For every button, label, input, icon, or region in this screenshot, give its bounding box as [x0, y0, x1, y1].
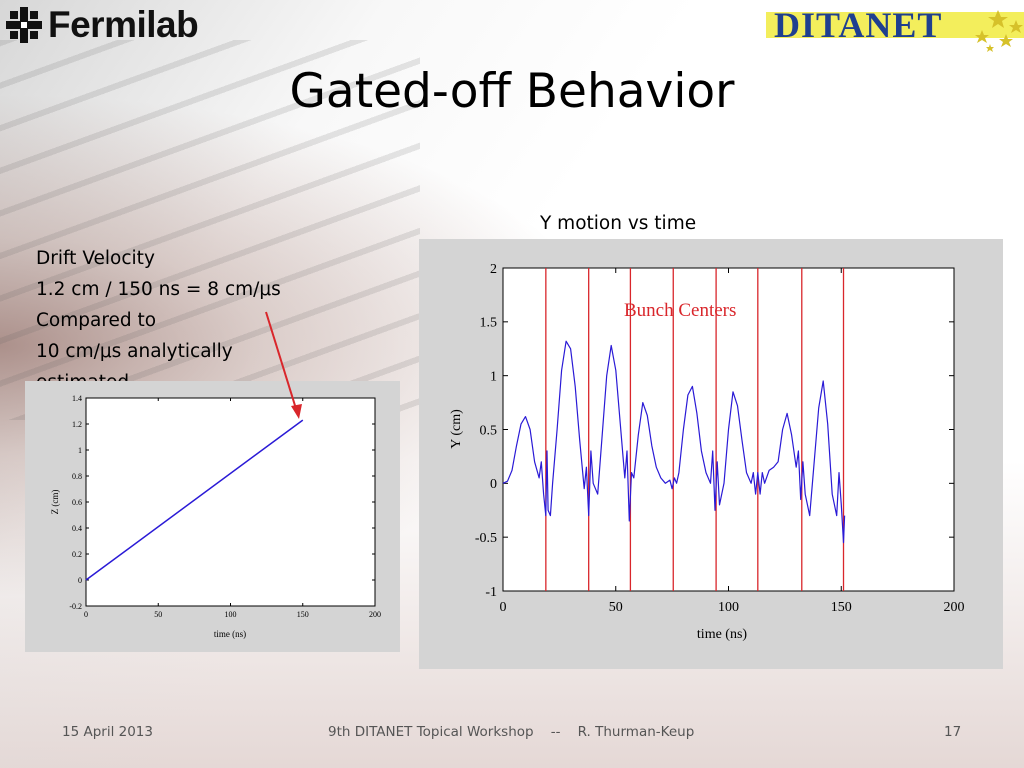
y-tick-label: 0.5: [480, 423, 498, 438]
x-tick-label: 100: [718, 600, 739, 615]
y-tick-label: 0: [490, 477, 497, 492]
z-vs-time-chart: 0 50 100 150 200-0.200.20.40.60.811.21.4 tim…: [50, 394, 381, 639]
y-tick-label: 1.4: [72, 394, 82, 403]
y-tick-label: 1: [490, 370, 497, 385]
footer-workshop: 9th DITANET Topical Workshop -- R. Thurm…: [328, 724, 695, 740]
notes-line: Compared to: [36, 310, 157, 331]
fermilab-emblem-icon: [6, 7, 42, 43]
data-series-line: [502, 340, 846, 544]
x-tick-label: 150: [297, 610, 309, 619]
y-tick-label: -0.2: [69, 602, 82, 611]
notes-line: 10 cm/μs analytically: [36, 341, 233, 362]
background-beams: [0, 40, 420, 420]
footer-date: 15 April 2013: [62, 724, 153, 740]
notes-line: 1.2 cm / 150 ns = 8 cm/μs: [36, 279, 281, 300]
y-chart-panel: 0 50 100 150 200 -1 -0.5 0 0.5 1 1.5 2 Bunch Center…: [419, 239, 1003, 669]
y-tick-label: 1.5: [480, 316, 498, 331]
footer-page-number: 17: [944, 724, 962, 740]
x-tick-label: 150: [831, 600, 852, 615]
fermilab-logo-text: Fermilab: [48, 4, 199, 45]
fermilab-logo: Fermilab: [6, 4, 199, 46]
bunch-centers-label: Bunch Centers: [624, 300, 736, 321]
ditanet-logo: DITANET: [766, 0, 1024, 56]
x-tick-label: 50: [609, 600, 623, 615]
y-tick-label: 0.6: [72, 498, 82, 507]
y-tick-label: 1: [78, 446, 82, 455]
x-tick-label: 100: [225, 610, 237, 619]
notes-line: Drift Velocity: [36, 248, 155, 269]
y-tick-label: 0: [78, 576, 82, 585]
y-tick-label: 0.4: [72, 524, 82, 533]
slide-title: Gated-off Behavior: [289, 64, 735, 119]
z-chart-panel: 0 50 100 150 200 -0.2 0 0.2 0.4 0.6 0.8 1 1.2 1.4 tim…: [25, 381, 400, 652]
y-chart-x-axis-label: time (ns): [697, 627, 747, 642]
drift-velocity-notes: Drift Velocity 1.2 cm / 150 ns = 8 cm/μs…: [36, 243, 281, 398]
ditanet-banner-icon: [766, 10, 1024, 52]
y-tick-label: 0.2: [72, 550, 82, 559]
y-tick-label: 0.8: [72, 472, 82, 481]
right-chart-title: Y motion vs time: [540, 213, 697, 234]
ditanet-logo-text: DITANET: [774, 5, 943, 45]
x-tick-label: 0: [500, 600, 507, 615]
x-tick-label: 200: [944, 600, 965, 615]
data-series-line: [85, 419, 304, 581]
x-tick-label: 200: [369, 610, 381, 619]
x-tick-label: 0: [84, 610, 88, 619]
z-chart-y-axis-label: Z (cm): [50, 490, 60, 515]
x-tick-label: 50: [154, 610, 162, 619]
z-chart-x-axis-label: time (ns): [214, 629, 246, 639]
y-tick-label: 1.2: [72, 420, 82, 429]
y-chart-y-axis-label: Y (cm): [449, 409, 464, 449]
y-vs-time-chart: 0 50 100 150 200 -1 -0.5 0 0.5 1 1.5 2 Bunch Center…: [449, 262, 965, 642]
y-tick-label: -1: [485, 585, 497, 600]
y-tick-label: 2: [490, 262, 497, 277]
y-tick-label: -0.5: [475, 531, 497, 546]
z-chart-plot-area: [85, 397, 376, 607]
